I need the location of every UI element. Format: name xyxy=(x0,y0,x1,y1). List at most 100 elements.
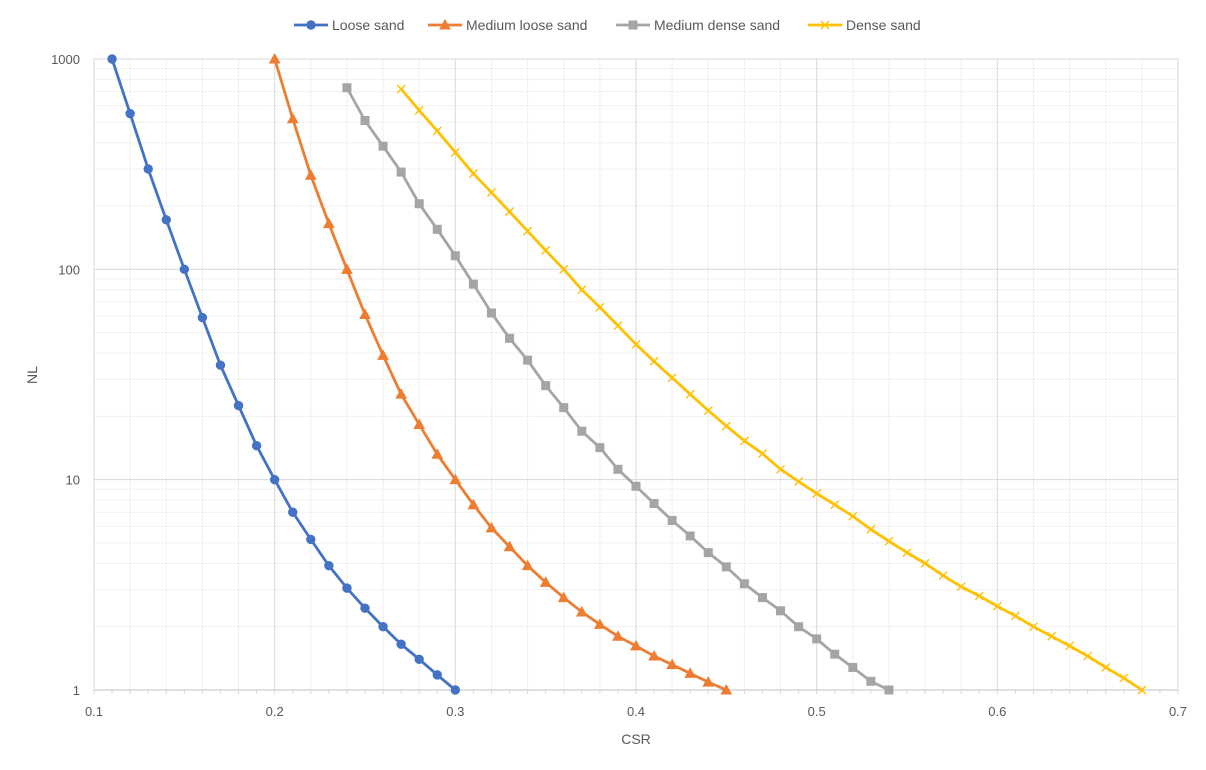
marker-x xyxy=(739,436,749,446)
marker-x xyxy=(884,536,894,546)
y-axis-title: NL xyxy=(24,366,40,384)
marker-circle xyxy=(378,621,388,632)
marker-square xyxy=(450,251,460,261)
marker-circle xyxy=(360,603,370,613)
marker-triangle xyxy=(720,683,733,695)
marker-x xyxy=(992,601,1002,611)
marker-circle xyxy=(306,20,316,30)
y-tick-label: 10 xyxy=(66,473,80,488)
marker-triangle xyxy=(304,169,317,180)
marker-x xyxy=(721,421,731,431)
marker-circle xyxy=(396,639,406,649)
marker-x xyxy=(1028,622,1038,632)
legend: Loose sand Medium loose sand Medium dense … xyxy=(294,17,921,33)
marker-x xyxy=(1065,641,1075,651)
marker-x xyxy=(866,524,876,534)
marker-x xyxy=(776,464,786,474)
marker-square xyxy=(559,403,569,413)
marker-square xyxy=(667,515,677,525)
legend-item: Dense sand xyxy=(808,17,921,33)
marker-triangle xyxy=(467,498,480,510)
marker-triangle xyxy=(684,667,697,678)
marker-square xyxy=(541,381,551,391)
marker-x xyxy=(848,511,858,521)
marker-x xyxy=(902,548,912,558)
marker-square xyxy=(866,676,876,686)
marker-triangle xyxy=(612,630,624,641)
marker-circle xyxy=(143,164,153,174)
marker-square xyxy=(505,333,515,343)
y-tick-label: 1 xyxy=(73,683,80,698)
marker-x xyxy=(1101,662,1111,672)
marker-x xyxy=(667,373,677,383)
x-tick-label: 0.3 xyxy=(446,704,464,719)
marker-square xyxy=(432,224,442,234)
marker-x xyxy=(794,477,804,487)
marker-circle xyxy=(179,264,190,275)
marker-triangle xyxy=(702,676,715,687)
x-tick-label: 0.7 xyxy=(1169,704,1187,719)
marker-x xyxy=(595,302,605,312)
legend-label: Medium dense sand xyxy=(654,17,780,33)
x-tick-label: 0.1 xyxy=(85,704,103,719)
marker-x xyxy=(1047,631,1057,641)
marker-triangle xyxy=(503,540,516,552)
marker-x xyxy=(649,356,659,366)
marker-triangle xyxy=(268,52,281,64)
marker-triangle xyxy=(594,618,606,629)
marker-triangle xyxy=(286,112,299,124)
marker-circle xyxy=(233,400,244,411)
marker-circle xyxy=(432,670,442,680)
marker-circle xyxy=(125,108,135,119)
marker-x xyxy=(685,389,695,399)
marker-square xyxy=(739,579,749,589)
legend-item: Medium dense sand xyxy=(616,17,780,33)
marker-square xyxy=(396,167,406,177)
marker-x xyxy=(541,245,551,255)
marker-x xyxy=(920,558,930,568)
legend-item: Medium loose sand xyxy=(428,17,587,33)
marker-x xyxy=(1083,651,1093,661)
tick-labels: 0.1 0.2 0.3 0.4 0.5 0.6 0.7 1 10 100 1000 xyxy=(51,52,1187,719)
marker-circle xyxy=(450,685,461,695)
marker-x xyxy=(956,582,966,592)
marker-x xyxy=(559,264,569,274)
marker-x xyxy=(812,488,822,498)
marker-triangle xyxy=(449,473,462,485)
marker-x xyxy=(1119,673,1129,683)
marker-square xyxy=(414,199,424,209)
marker-triangle xyxy=(485,521,498,533)
marker-x xyxy=(414,105,424,115)
x-tick-label: 0.5 xyxy=(808,704,826,719)
series-medium-dense-sand xyxy=(342,83,894,695)
series-dense-sand xyxy=(396,84,1147,695)
x-tick-label: 0.2 xyxy=(266,704,284,719)
marker-x xyxy=(505,207,515,217)
marker-x xyxy=(757,449,767,459)
legend-label: Loose sand xyxy=(332,17,404,33)
marker-square xyxy=(577,426,587,436)
marker-triangle xyxy=(521,559,534,571)
marker-triangle xyxy=(648,650,660,661)
marker-x xyxy=(577,285,587,295)
marker-square xyxy=(523,355,533,365)
marker-triangle xyxy=(323,217,335,229)
marker-triangle xyxy=(413,418,426,429)
marker-square xyxy=(360,116,370,126)
series-medium-loose-sand xyxy=(268,52,733,695)
marker-circle xyxy=(324,560,334,571)
series-line xyxy=(273,57,728,692)
marker-circle xyxy=(306,534,316,545)
marker-circle xyxy=(161,215,171,225)
marker-x xyxy=(396,84,406,94)
marker-square xyxy=(468,279,478,289)
marker-x xyxy=(523,226,533,236)
marker-x xyxy=(450,147,460,157)
marker-x xyxy=(468,169,478,179)
marker-square xyxy=(685,531,695,541)
marker-circle xyxy=(288,507,298,517)
marker-circle xyxy=(251,441,262,451)
marker-square xyxy=(757,593,767,603)
marker-square xyxy=(721,562,731,572)
